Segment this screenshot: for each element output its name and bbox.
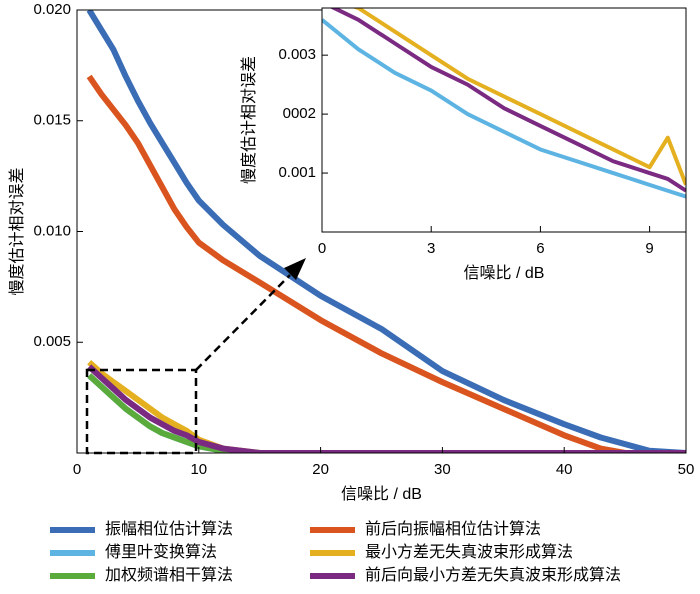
x-axis-label: 信噪比 / dB <box>464 264 545 282</box>
x-tick-label: 10 <box>190 461 207 478</box>
legend-label: 傅里叶变换算法 <box>105 542 217 561</box>
x-tick-label: 9 <box>645 240 653 257</box>
y-axis-label: 慢度估计相对误差 <box>240 56 258 184</box>
zoom-box <box>85 368 198 455</box>
x-tick-label: 20 <box>312 461 329 478</box>
series-line <box>322 18 686 199</box>
series-line <box>86 74 686 453</box>
x-tick-label: 6 <box>536 240 544 257</box>
legend-label: 前后向振幅相位估计算法 <box>365 519 541 538</box>
y-tick-label: 0.005 <box>33 333 71 350</box>
series-line <box>86 10 686 453</box>
x-tick-label: 50 <box>678 461 695 478</box>
x-tick-label: 3 <box>427 240 435 257</box>
legend-label: 振幅相位估计算法 <box>105 519 233 538</box>
legend-label: 加权频谱相干算法 <box>105 565 233 584</box>
series-line <box>329 8 686 193</box>
arrow-head <box>284 258 306 280</box>
y-axis-label: 慢度估计相对误差 <box>8 167 26 295</box>
zoom-arrow <box>195 274 291 371</box>
y-tick-label: 0.003 <box>278 46 316 63</box>
inset-plot: 0 3 6 9 0.001 0002 0.003 信噪比 / dB 慢度估计相对误差 <box>240 7 687 282</box>
plot-frame <box>321 7 687 233</box>
x-tick-label: 0 <box>318 240 326 257</box>
legend-label: 最小方差无失真波束形成算法 <box>365 542 573 561</box>
y-tick-label: 0002 <box>283 105 316 122</box>
x-tick-label: 40 <box>556 461 573 478</box>
legend-label: 前后向最小方差无失真波束形成算法 <box>365 565 621 584</box>
y-tick-label: 0.001 <box>278 164 316 181</box>
x-tick-label: 30 <box>434 461 451 478</box>
y-tick-label: 0.015 <box>33 112 71 129</box>
y-tick-label: 0.020 <box>33 1 71 18</box>
series-line <box>351 8 686 186</box>
series-line <box>87 373 686 453</box>
series-line <box>87 364 686 453</box>
y-tick-label: 0.010 <box>33 222 71 239</box>
x-tick-label: 0 <box>73 461 81 478</box>
x-axis-label: 信噪比 / dB <box>341 485 422 503</box>
inset-background <box>322 8 686 232</box>
